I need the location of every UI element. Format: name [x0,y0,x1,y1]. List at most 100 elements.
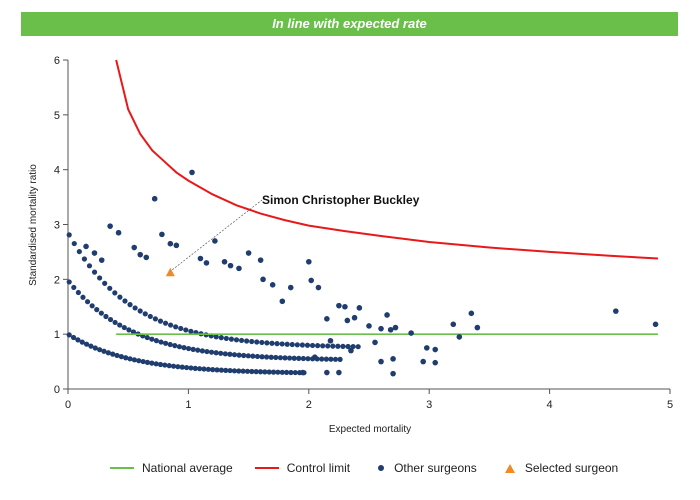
funnel-band-dot [294,342,300,348]
funnel-band-dot [323,356,329,362]
funnel-band-dot [273,354,279,361]
other-surgeon-point [260,276,266,283]
funnel-band-dot [162,320,169,326]
funnel-band-dot [319,356,325,362]
other-surgeon-point [356,305,363,311]
funnel-band-dot [147,313,153,320]
other-surgeon-point [151,195,158,202]
other-surgeon-point [423,345,430,351]
funnel-band-dot [275,369,281,375]
funnel-band-dot [274,341,280,347]
other-surgeon-point [115,229,122,236]
funnel-band-dot [94,307,100,313]
funnel-band-dot [89,303,95,309]
national-average-swatch [110,467,134,469]
funnel-band-dot [105,350,111,356]
funnel-band-dot [249,368,255,375]
funnel-band-dot [84,299,91,305]
funnel-band-dot [350,343,356,350]
selected-surgeon-point [165,267,175,277]
funnel-band-dot [227,351,233,357]
funnel-band-dot [149,360,155,366]
other-surgeon-point [456,334,463,340]
funnel-band-dot [70,334,77,341]
funnel-band-dot [88,343,94,349]
funnel-band-dot [283,369,290,375]
funnel-band-dot [157,361,164,368]
funnel-band-dot [81,256,88,262]
other-surgeon-point [336,369,342,376]
funnel-band-dot [205,366,211,372]
other-surgeon-point [324,316,330,322]
funnel-band-dot [79,339,85,345]
selected-surgeon-label: Simon Christopher Buckley [262,193,420,207]
y-axis-label: Standardised mortality ratio [28,164,39,286]
funnel-band-dot [304,342,311,348]
other-surgeon-point [287,284,294,291]
other-surgeon-point [83,243,89,250]
funnel-band-dot [228,336,235,342]
funnel-band-dot [66,279,72,285]
other-surgeon-point [392,324,399,331]
other-surgeon-point [432,346,439,353]
funnel-band-dot [325,343,331,349]
funnel-band-dot [195,347,201,353]
x-tick-label: 4 [547,399,553,411]
other-surgeon-point [432,359,439,366]
legend-other-surgeons-label: Other surgeons [394,461,477,475]
funnel-band-dot [71,284,77,291]
funnel-band-dot [238,337,245,344]
legend-national-average-label: National average [142,461,233,475]
funnel-band-dot [153,338,160,344]
funnel-band-dot [152,316,158,322]
legend-national-average: National average [110,461,233,475]
funnel-band-dot [112,319,118,326]
funnel-band-dot [97,347,103,353]
funnel-band-dot [227,367,233,374]
funnel-band-dot [166,363,172,369]
other-surgeon-point [324,369,330,376]
funnel-band-dot [222,351,228,357]
funnel-band-dot [259,339,265,346]
other-surgeon-point [384,312,390,318]
funnel-band-dot [241,352,247,359]
funnel-band-dot [140,358,146,365]
other-surgeon-point [197,255,204,262]
other-surgeon-point [468,310,475,317]
funnel-band-dot [98,310,104,316]
other-surgeon-point [613,308,619,314]
funnel-band-dot [149,336,155,342]
funnel-band-dot [204,348,210,355]
funnel-band-dot [157,318,164,324]
funnel-band-dot [254,353,261,360]
funnel-band-dot [210,367,216,373]
funnel-band-dot [340,343,346,349]
funnel-band-dot [330,343,336,349]
other-surgeon-point [312,354,318,360]
y-tick-label: 3 [54,220,60,232]
funnel-band-dot [315,343,321,349]
funnel-band-dot [144,334,150,341]
funnel-band-dot [244,368,251,374]
funnel-band-dot [262,369,268,375]
other-surgeon-point [351,314,358,321]
funnel-band-dot [249,338,255,345]
other-surgeon-point [366,323,372,329]
funnel-band-dot [240,368,246,374]
funnel-band-dot [335,343,341,349]
funnel-band-dot [264,340,270,346]
funnel-band-dot [75,337,81,343]
funnel-band-dot [259,354,265,360]
funnel-band-dot [250,353,256,359]
funnel-band-dot [199,348,205,354]
funnel-band-dot [299,342,305,348]
funnel-band-dot [132,305,138,311]
funnel-band-dot [122,298,128,304]
funnel-band-dot [197,366,203,372]
funnel-band-dot [158,339,164,345]
funnel-band-dot [102,280,108,286]
funnel-band-dot [289,341,295,348]
other-surgeon-point [91,250,98,256]
funnel-band-dot [167,341,173,348]
funnel-band-dot [236,352,242,358]
